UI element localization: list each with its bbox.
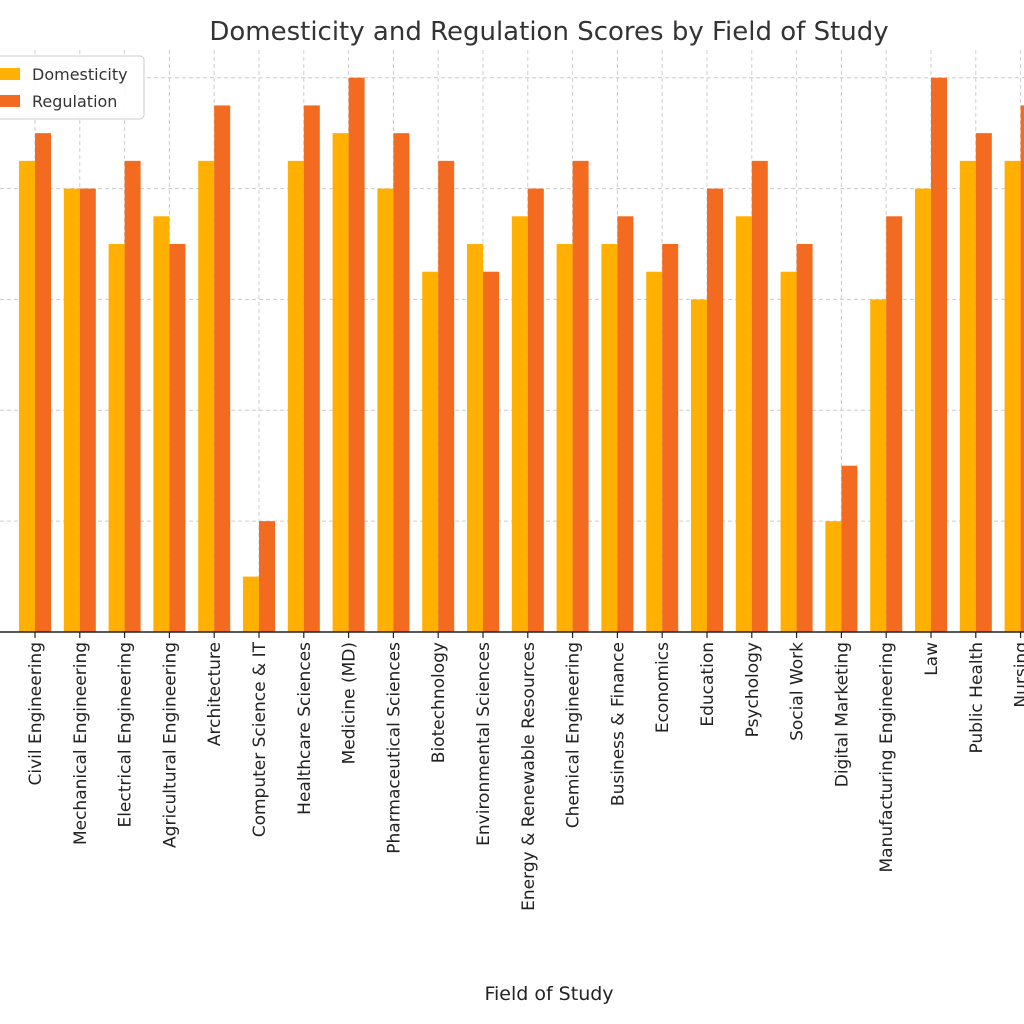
bar-regulation [662, 244, 679, 632]
x-tick-label: Social Work [788, 642, 808, 741]
legend-swatch [0, 68, 20, 80]
bar-regulation [751, 160, 768, 632]
bar-domesticity [467, 244, 483, 632]
chart-title: Domesticity and Regulation Scores by Fie… [209, 17, 888, 47]
x-tick-label: Public Health [967, 642, 987, 754]
bar-regulation [169, 244, 186, 632]
x-tick-label: Environmental Sciences [474, 642, 494, 846]
bar-regulation [214, 105, 231, 632]
bar-domesticity [915, 188, 931, 633]
x-tick-label: Chemical Engineering [564, 642, 584, 828]
x-tick-label: Economics [653, 642, 673, 733]
bar-domesticity [108, 244, 125, 632]
bar-regulation [796, 244, 813, 632]
x-tick-label: Business & Finance [608, 642, 628, 806]
bar-domesticity [1004, 160, 1021, 632]
bar-regulation [975, 133, 992, 632]
x-axis-label: Field of Study [484, 983, 613, 1005]
x-tick-label: Mechanical Engineering [71, 642, 91, 845]
bar-regulation [886, 216, 903, 633]
x-tick-label: Education [698, 642, 718, 727]
bar-regulation [393, 133, 410, 632]
bar-regulation [348, 77, 365, 632]
bar-regulation [259, 521, 275, 632]
x-tick-label: Healthcare Sciences [295, 642, 315, 815]
x-tick-label: Law [922, 642, 942, 676]
x-tick-label: Civil Engineering [26, 642, 46, 786]
x-tick-label: Agricultural Engineering [160, 642, 180, 848]
bar-regulation [931, 77, 947, 632]
legend-box [0, 55, 145, 120]
bar-regulation [841, 465, 858, 632]
bar-regulation [707, 188, 723, 633]
bar-regulation [124, 160, 141, 632]
bar-domesticity [959, 160, 976, 632]
bar-regulation [1020, 105, 1024, 632]
bar-domesticity [601, 244, 618, 632]
bars [19, 77, 1024, 633]
x-tick-label: Biotechnology [429, 642, 449, 763]
x-tick-label: Digital Marketing [832, 642, 852, 787]
bar-domesticity [422, 271, 439, 632]
bar-domesticity [287, 160, 304, 632]
bar-domesticity [780, 271, 797, 632]
x-tick-label: Architecture [205, 642, 225, 746]
bar-regulation [483, 271, 499, 632]
bar-regulation [572, 160, 589, 632]
legend-label: Domesticity [32, 65, 128, 84]
bar-domesticity [153, 216, 170, 633]
bar-domesticity [646, 271, 663, 632]
legend-swatch [0, 95, 20, 107]
bar-domesticity [691, 299, 707, 632]
bar-regulation [527, 188, 544, 633]
bar-regulation [438, 160, 455, 632]
x-tick-label: Medicine (MD) [340, 642, 360, 764]
legend: Domesticity Regulation [0, 55, 145, 120]
bar-domesticity [511, 216, 528, 633]
x-tick-label: Manufacturing Engineering [877, 642, 897, 873]
x-tick-label: Nursing [1012, 642, 1024, 708]
bar-domesticity [63, 188, 80, 633]
bar-regulation [303, 105, 320, 632]
bar-regulation [617, 216, 634, 633]
bar-regulation [79, 188, 96, 633]
bar-domesticity [870, 299, 887, 632]
bar-domesticity [556, 244, 573, 632]
bar-domesticity [825, 521, 842, 632]
bar-domesticity [332, 133, 349, 632]
bar-domesticity [243, 576, 259, 632]
x-tick-label: Computer Science & IT [250, 641, 270, 837]
bar-domesticity [377, 188, 394, 633]
axes [0, 631, 1024, 638]
legend-label: Regulation [32, 92, 117, 111]
x-tick-labels: Civil Engineering Mechanical Engineering E… [26, 641, 1024, 910]
x-tick-label: Pharmaceutical Sciences [384, 642, 404, 854]
x-tick-label: Psychology [743, 642, 763, 737]
bar-domesticity [198, 160, 215, 632]
bar-regulation [35, 133, 51, 632]
bar-domesticity [735, 216, 752, 633]
bar-domesticity [19, 160, 35, 632]
x-tick-label: Electrical Engineering [116, 642, 136, 828]
x-tick-label: Energy & Renewable Resources [519, 642, 539, 911]
